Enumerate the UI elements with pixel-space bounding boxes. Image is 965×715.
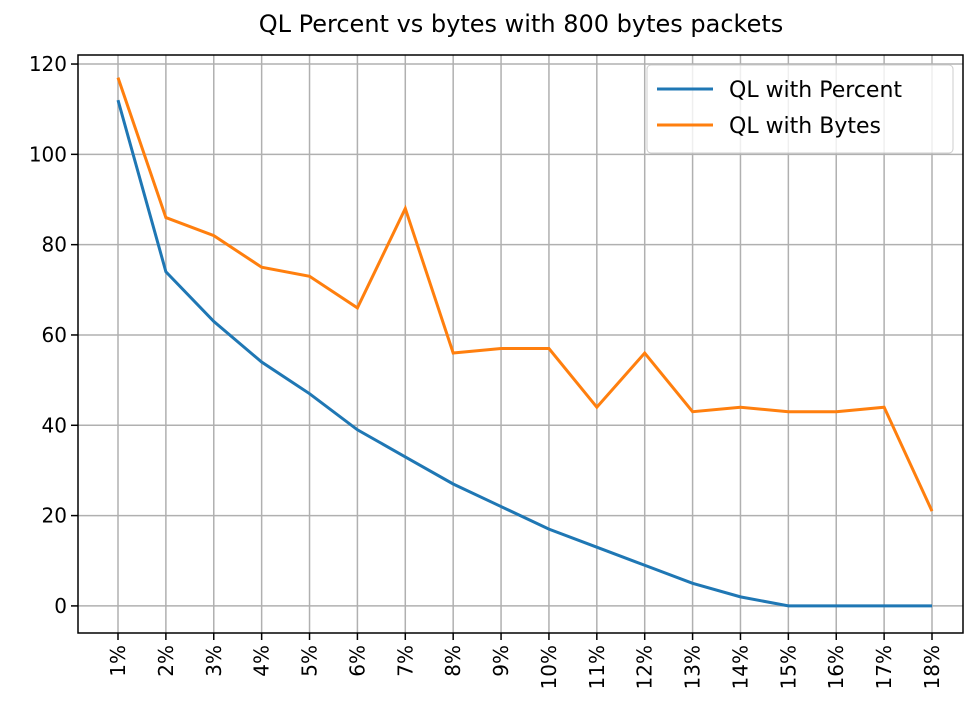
x-tick-label: 4% [250, 645, 274, 677]
x-tick-label: 7% [393, 645, 417, 677]
x-tick-label: 1% [106, 645, 130, 677]
line-series [116, 77, 934, 512]
x-tick-label: 13% [681, 645, 705, 689]
y-tick-label: 80 [42, 233, 67, 257]
x-tick-label: 2% [154, 645, 178, 677]
x-tick-label: 14% [728, 645, 752, 689]
x-tick-label: 15% [776, 645, 800, 689]
y-tick-label: 120 [29, 52, 67, 76]
y-tick-label: 40 [42, 413, 67, 437]
x-tick-label: 16% [824, 645, 848, 689]
x-tick-label: 3% [202, 645, 226, 677]
y-tick-label: 100 [29, 142, 67, 166]
x-tick-label: 8% [441, 645, 465, 677]
legend-label: QL with Bytes [729, 114, 881, 139]
x-tick-label: 11% [585, 645, 609, 689]
y-tick-label: 0 [54, 594, 67, 618]
legend-label: QL with Percent [729, 78, 902, 103]
x-tick-label: 9% [489, 645, 513, 677]
x-tick-label: 5% [298, 645, 322, 677]
x-tick-label: 6% [345, 645, 369, 677]
y-tick-label: 60 [42, 323, 67, 347]
x-tick-label: 10% [537, 645, 561, 689]
line-series [116, 99, 932, 608]
x-tick-label: 17% [872, 645, 896, 689]
x-tick-label: 12% [633, 645, 657, 689]
chart-title: QL Percent vs bytes with 800 bytes packe… [259, 10, 784, 38]
x-tick-label: 18% [920, 645, 944, 689]
y-tick-label: 20 [42, 504, 67, 528]
plot-frame [77, 54, 964, 634]
legend-box [646, 64, 954, 154]
